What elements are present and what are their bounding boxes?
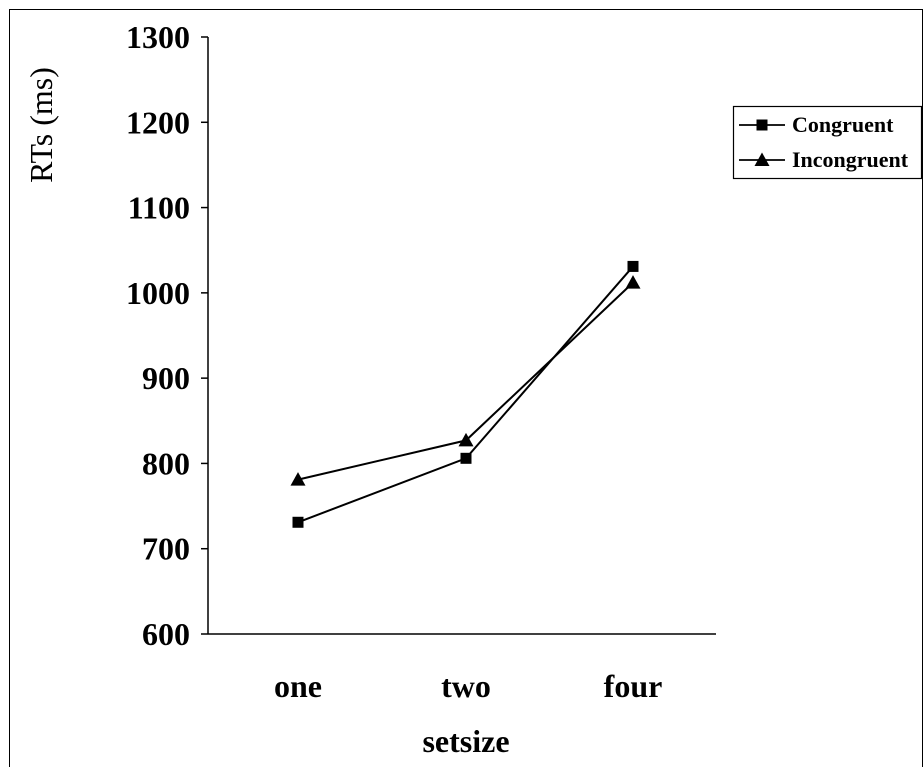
y-tick-label: 600	[142, 616, 190, 652]
series-congruent	[292, 260, 639, 528]
triangle-marker	[458, 432, 474, 447]
square-marker	[292, 516, 304, 528]
triangle-marker	[625, 275, 641, 289]
y-tick-label: 900	[142, 360, 190, 396]
y-tick-label: 800	[142, 445, 190, 481]
legend-label: Congruent	[792, 112, 894, 137]
series-group	[290, 260, 641, 528]
series-line	[297, 265, 634, 524]
y-axis-label: RTs (ms)	[23, 67, 59, 183]
y-tick-label: 1300	[126, 19, 190, 55]
series-line	[297, 281, 634, 481]
square-marker	[460, 452, 472, 464]
legend-square-marker	[756, 119, 768, 131]
legend-item: Congruent	[739, 112, 894, 137]
legend-box	[732, 105, 923, 180]
y-tick-label: 1200	[126, 104, 190, 140]
y-ticks: 600 700 800 900 1000 1100 1200 1300	[126, 19, 208, 652]
x-category-label: one	[274, 668, 322, 704]
y-tick-label: 1100	[128, 190, 190, 226]
legend: Congruent Incongruent	[732, 105, 923, 180]
x-category-labels: one two four	[274, 668, 662, 704]
x-axis-label: setsize	[422, 723, 509, 759]
legend-items: Congruent Incongruent	[739, 112, 909, 172]
y-tick-label: 1000	[126, 275, 190, 311]
y-tick-label: 700	[142, 531, 190, 567]
legend-label: Incongruent	[792, 147, 909, 172]
x-category-label: four	[604, 668, 663, 704]
triangle-marker	[290, 472, 306, 486]
square-marker	[627, 260, 639, 272]
legend-triangle-marker	[754, 152, 770, 166]
legend-item: Incongruent	[739, 147, 909, 172]
x-category-label: two	[441, 668, 491, 704]
series-incongruent	[290, 275, 641, 486]
